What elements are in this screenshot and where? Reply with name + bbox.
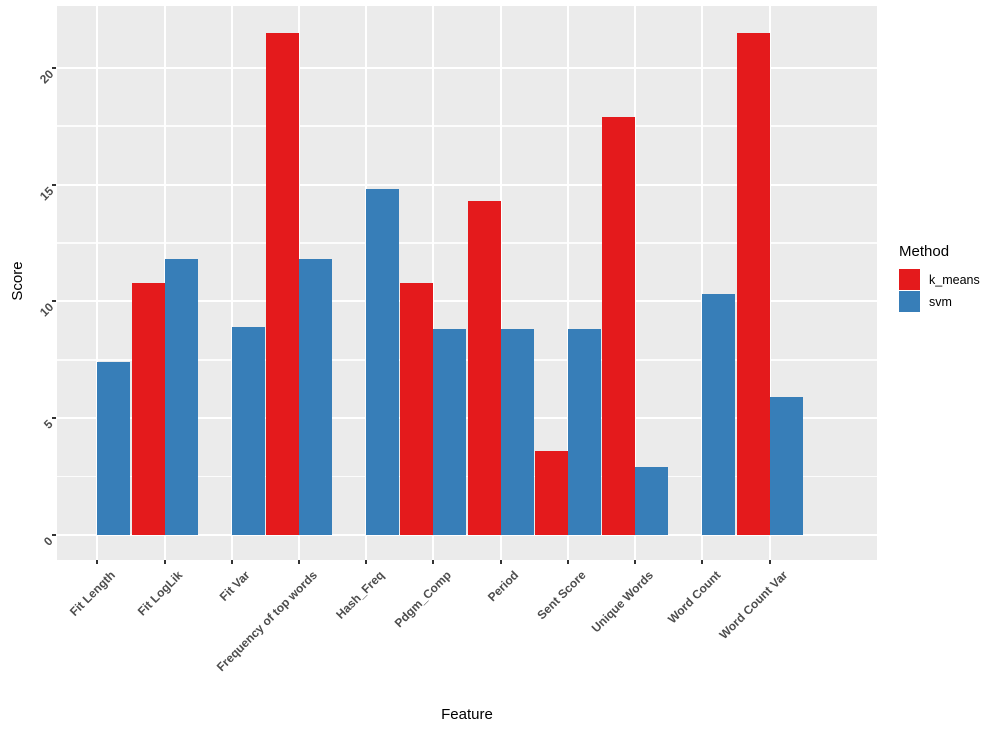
legend-item-svm: svm: [899, 291, 980, 312]
x-tick-label: Fit LogLik: [134, 568, 186, 619]
legend-title: Method: [899, 243, 950, 260]
x-tick-label: Period: [485, 568, 522, 605]
gridline-minor-h: [57, 242, 877, 244]
bar-svm-frequency-of-top-words: [299, 259, 332, 535]
bar-k_means-frequency-of-top-words: [266, 32, 299, 535]
y-tick-mark: [52, 183, 56, 186]
legend-item-k_means: k_means: [899, 269, 980, 290]
x-tick-mark: [566, 560, 569, 564]
bar-k_means-pdgm-comp: [400, 282, 434, 535]
x-tick-label: Hash_Freq: [333, 568, 388, 622]
bar-svm-fit-loglik: [164, 259, 198, 535]
bar-svm-unique-words: [635, 467, 668, 535]
gridline-major-v: [701, 6, 704, 560]
gridline-major-h: [57, 66, 877, 69]
y-axis-title: Score: [9, 261, 26, 301]
bar-k_means-word-count-var: [736, 32, 770, 535]
x-tick-mark: [96, 560, 99, 564]
x-tick-mark: [365, 560, 368, 564]
x-tick-mark: [163, 560, 166, 564]
gridline-minor-h: [57, 475, 877, 478]
y-tick-label: 20: [36, 66, 56, 87]
y-tick-mark: [52, 417, 56, 420]
y-tick-label: 0: [41, 534, 56, 549]
bar-k_means-fit-loglik: [131, 282, 165, 535]
y-tick-label: 10: [36, 300, 56, 320]
x-tick-mark: [432, 560, 435, 564]
y-tick-mark: [52, 300, 56, 303]
y-tick-mark: [52, 66, 56, 69]
y-tick-label: 5: [41, 417, 56, 432]
x-tick-mark: [701, 560, 704, 564]
gridline-minor-h: [57, 125, 877, 127]
y-tick-mark: [52, 534, 56, 536]
gridline-major-h: [57, 183, 877, 186]
x-tick-mark: [499, 560, 502, 564]
bar-svm-word-count: [702, 294, 736, 535]
x-tick-label: Unique Words: [588, 568, 656, 636]
gridline-major-v: [96, 6, 99, 560]
x-tick-mark: [298, 560, 300, 564]
gridline-major-h: [57, 417, 877, 420]
bar-svm-hash-freq: [366, 189, 400, 535]
legend-label: svm: [929, 294, 952, 309]
bar-svm-pdgm-comp: [433, 329, 467, 535]
legend-label: k_means: [929, 272, 980, 287]
gridline-major-v: [432, 6, 435, 560]
gridline-major-v: [768, 6, 771, 560]
x-tick-label: Word Count: [664, 568, 724, 627]
bar-svm-fit-var: [231, 327, 265, 535]
bar-k_means-period: [467, 201, 501, 535]
bar-svm-sent-score: [567, 329, 601, 535]
bar-k_means-unique-words: [602, 116, 635, 535]
bar-svm-fit-length: [97, 362, 131, 535]
y-tick-label: 15: [36, 183, 56, 203]
gridline-major-v: [499, 6, 502, 560]
bar-svm-period: [500, 329, 534, 535]
gridline-major-h: [57, 534, 877, 536]
legend-swatch-svm: [899, 291, 920, 312]
gridline-major-h: [57, 300, 877, 303]
bar-k_means-sent-score: [534, 450, 568, 535]
gridline-major-v: [634, 6, 636, 560]
x-tick-label: Fit Var: [216, 568, 253, 604]
gridline-minor-h: [57, 359, 877, 361]
legend-swatch-k_means: [899, 269, 920, 290]
gridline-major-v: [566, 6, 569, 560]
x-tick-label: Word Count Var: [716, 568, 791, 642]
x-tick-label: Sent Score: [534, 568, 589, 623]
x-tick-mark: [634, 560, 636, 564]
x-axis-title: Feature: [441, 706, 493, 723]
gridline-major-v: [230, 6, 233, 560]
bar-svm-word-count-var: [769, 397, 803, 535]
x-tick-label: Pdgm_Comp: [392, 568, 455, 631]
x-tick-label: Fit Length: [67, 568, 119, 619]
x-tick-mark: [230, 560, 233, 564]
x-tick-mark: [768, 560, 771, 564]
